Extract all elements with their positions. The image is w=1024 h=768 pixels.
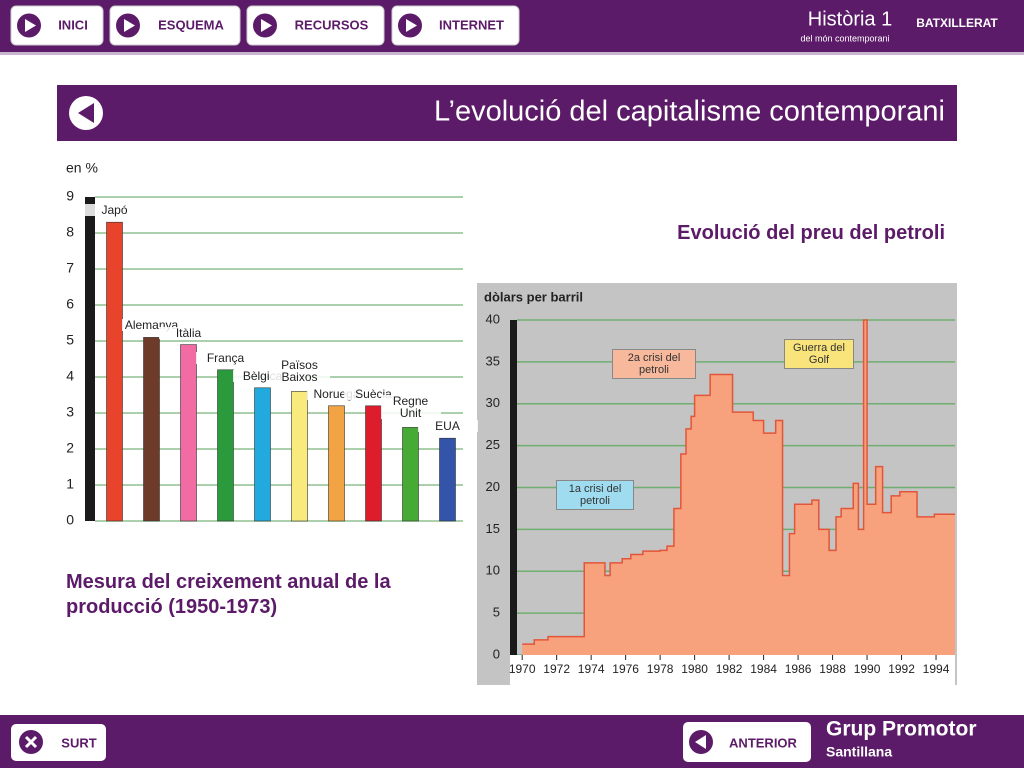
nav-button[interactable] (109, 5, 241, 46)
previous-button[interactable] (683, 722, 811, 762)
bar (180, 344, 197, 522)
exit-label: SURT (61, 735, 96, 750)
y-tick-label: 5 (66, 332, 74, 348)
previous-label: ANTERIOR (729, 735, 798, 750)
annotation: 1a crisi del petroli (556, 480, 634, 510)
bar (365, 405, 382, 522)
back-icon (78, 103, 94, 123)
x-tick-label: 1992 (888, 662, 915, 676)
y-tick-label: 0 (66, 512, 74, 528)
category-label: Regne Unit (380, 395, 441, 420)
bar (439, 437, 456, 522)
bar (143, 337, 160, 522)
y-tick-label: 30 (486, 395, 500, 410)
category-label: França (195, 351, 256, 364)
y-tick-label: 8 (66, 224, 74, 240)
y-tick-label: 7 (66, 260, 74, 276)
y-tick-label: 9 (66, 188, 74, 204)
nav-arrow (406, 19, 417, 32)
y-tick-label: 0 (493, 646, 500, 661)
exit-cross (24, 735, 38, 749)
category-label: Japó (84, 204, 145, 217)
nav-label: INTERNET (439, 17, 504, 32)
bar (217, 369, 234, 522)
previous-arrow (695, 735, 706, 749)
bar (328, 405, 345, 522)
y-tick-label: 35 (486, 353, 500, 368)
y-axis-label: dòlars per barril (484, 289, 583, 304)
bar (402, 427, 419, 522)
nav-button[interactable] (246, 5, 385, 46)
x-axis-band (510, 655, 955, 685)
y-tick-label: 15 (486, 521, 500, 536)
x-tick-label: 1988 (819, 662, 846, 676)
y-tick-label: 1 (66, 476, 74, 492)
y-tick-label: 25 (486, 437, 500, 452)
chart-caption: Mesura del creixement anual de la produc… (66, 571, 391, 618)
brand-subtitle: del món contemporani (800, 33, 889, 43)
nav-arrow (124, 19, 135, 32)
title-bar (57, 85, 957, 141)
x-tick-label: 1978 (647, 662, 674, 676)
chart-title: Evolució del preu del petroli (677, 222, 945, 244)
annotation: 2a crisi del petroli (612, 349, 696, 379)
x-tick-label: 1970 (509, 662, 536, 676)
publisher: Grup Promotor (826, 718, 977, 741)
brand: Història 1 (808, 8, 892, 30)
bar (254, 387, 271, 522)
x-tick-label: 1984 (750, 662, 777, 676)
publisher-sub: Santillana (826, 744, 892, 760)
bottom-bar (0, 715, 1024, 768)
x-tick-label: 1980 (681, 662, 708, 676)
nav-button[interactable] (391, 5, 520, 46)
category-label: EUA (417, 420, 478, 433)
y-tick-label: 5 (493, 605, 500, 620)
y-tick-label: 10 (486, 563, 500, 578)
y-tick-label: 40 (486, 311, 500, 326)
x-tick-label: 1976 (612, 662, 639, 676)
y-tick-label: 20 (486, 479, 500, 494)
chart1-axis (85, 197, 95, 521)
bar (106, 221, 123, 522)
category-label: Itàlia (158, 326, 219, 339)
top-bar-edge (0, 52, 1024, 55)
y-tick-label: 2 (66, 440, 74, 456)
page-title: L’evolució del capitalisme contemporani (434, 96, 945, 128)
x-tick-label: 1990 (854, 662, 881, 676)
x-tick-label: 1986 (785, 662, 812, 676)
area (522, 320, 955, 655)
x-tick-label: 1974 (578, 662, 605, 676)
nav-label: RECURSOS (295, 17, 369, 32)
y-tick-label: 6 (66, 296, 74, 312)
nav-arrow (25, 19, 36, 32)
level: BATXILLERAT (916, 16, 998, 30)
chart2-axis (510, 320, 517, 655)
bar (291, 391, 308, 522)
y-tick-label: 4 (66, 368, 74, 384)
annotation: Guerra del Golf (784, 339, 854, 369)
nav-label: ESQUEMA (158, 17, 224, 32)
x-tick-label: 1994 (923, 662, 950, 676)
category-label: Països Baixos (269, 359, 330, 384)
x-tick-label: 1982 (716, 662, 743, 676)
area-line (522, 319, 955, 645)
nav-arrow (261, 19, 272, 32)
y-axis-label: en % (66, 160, 98, 176)
nav-label: INICI (58, 17, 88, 32)
x-tick-label: 1972 (543, 662, 570, 676)
y-tick-label: 3 (66, 404, 74, 420)
